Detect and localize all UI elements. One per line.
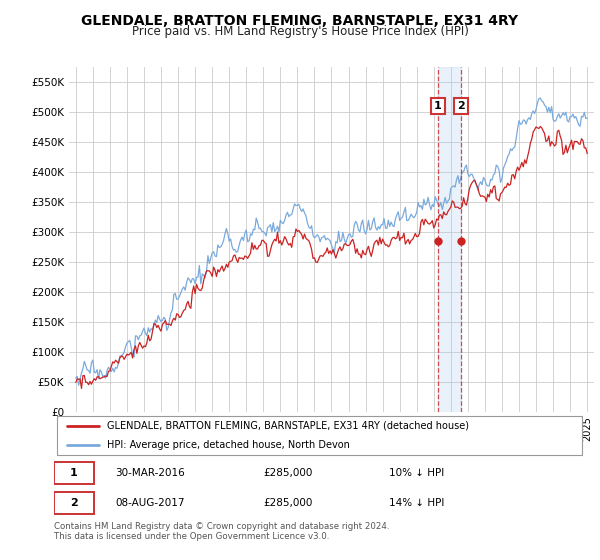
Text: GLENDALE, BRATTON FLEMING, BARNSTAPLE, EX31 4RY: GLENDALE, BRATTON FLEMING, BARNSTAPLE, E… [82, 14, 518, 28]
Text: 1: 1 [70, 468, 78, 478]
Text: 1: 1 [434, 101, 442, 111]
FancyBboxPatch shape [54, 492, 94, 515]
Text: £285,000: £285,000 [264, 498, 313, 508]
FancyBboxPatch shape [56, 416, 583, 455]
Text: 10% ↓ HPI: 10% ↓ HPI [389, 468, 444, 478]
Text: 30-MAR-2016: 30-MAR-2016 [115, 468, 185, 478]
Text: 14% ↓ HPI: 14% ↓ HPI [389, 498, 444, 508]
Bar [438, 67, 461, 412]
Text: HPI: Average price, detached house, North Devon: HPI: Average price, detached house, Nort… [107, 440, 350, 450]
FancyBboxPatch shape [54, 461, 94, 484]
Text: £285,000: £285,000 [264, 468, 313, 478]
Text: GLENDALE, BRATTON FLEMING, BARNSTAPLE, EX31 4RY (detached house): GLENDALE, BRATTON FLEMING, BARNSTAPLE, E… [107, 421, 469, 431]
Text: Contains HM Land Registry data © Crown copyright and database right 2024.
This d: Contains HM Land Registry data © Crown c… [54, 522, 389, 542]
Text: 2: 2 [70, 498, 78, 508]
Text: 08-AUG-2017: 08-AUG-2017 [115, 498, 185, 508]
Text: Price paid vs. HM Land Registry's House Price Index (HPI): Price paid vs. HM Land Registry's House … [131, 25, 469, 38]
Text: 2: 2 [457, 101, 465, 111]
